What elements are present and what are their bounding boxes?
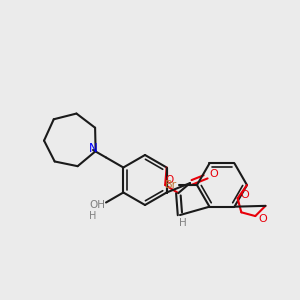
Text: O: O — [240, 190, 249, 200]
Text: N: N — [89, 142, 98, 155]
Text: O: O — [209, 169, 218, 179]
Text: OH: OH — [89, 200, 105, 210]
Text: H: H — [89, 211, 96, 221]
Text: Br: Br — [165, 180, 177, 190]
Text: O: O — [258, 214, 267, 224]
Text: O: O — [165, 175, 173, 185]
Text: H: H — [179, 218, 187, 228]
